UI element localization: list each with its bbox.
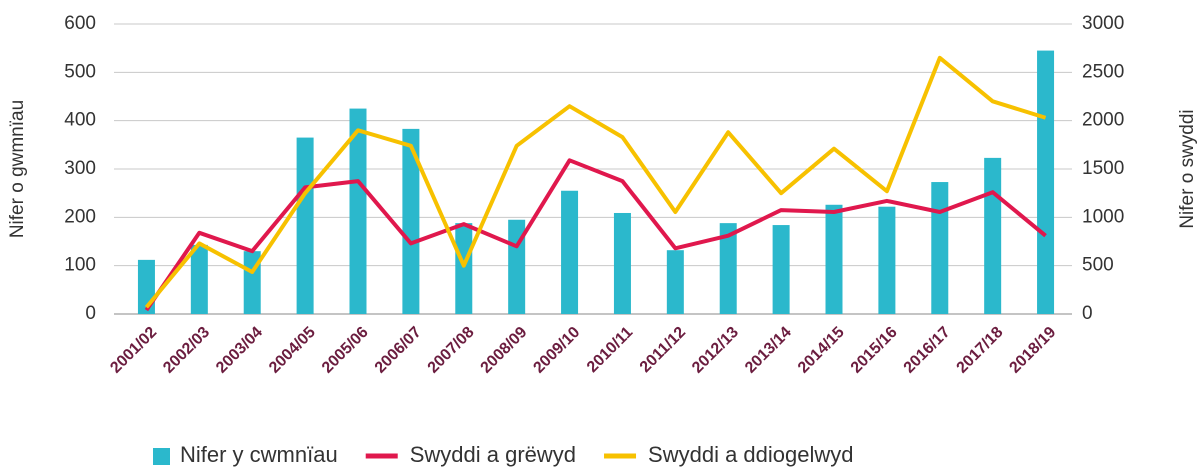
x-tick-label: 2010/11 xyxy=(584,324,636,376)
y-tick-label: 0 xyxy=(85,303,96,324)
y2-tick-label: 2500 xyxy=(1082,61,1124,82)
x-tick-label: 2007/08 xyxy=(425,324,478,377)
x-tick-label: 2006/07 xyxy=(372,324,425,377)
bar xyxy=(296,137,314,314)
legend-swatch xyxy=(153,448,170,465)
bar xyxy=(931,182,949,314)
y2-tick-label: 2000 xyxy=(1082,110,1124,131)
y-tick-label: 100 xyxy=(64,255,96,276)
y2-tick-label: 500 xyxy=(1082,255,1114,276)
x-tick-label: 2003/04 xyxy=(213,324,266,377)
y2-tick-label: 3000 xyxy=(1082,13,1124,34)
bar xyxy=(772,225,790,314)
legend-label: Swyddi a grëwyd xyxy=(410,442,576,467)
x-tick-label: 2013/14 xyxy=(742,324,795,377)
bar xyxy=(190,244,208,314)
bar xyxy=(349,108,367,314)
bar xyxy=(402,128,420,314)
bar xyxy=(719,223,737,314)
y-axis-title: Nifer o gwmnïau xyxy=(7,100,28,238)
x-tick-label: 2001/02 xyxy=(107,324,160,377)
bar xyxy=(984,157,1002,314)
x-tick-label: 2012/13 xyxy=(689,324,742,377)
y-tick-label: 500 xyxy=(64,61,96,82)
bar xyxy=(666,250,684,314)
y2-axis-title: Nifer o swyddi xyxy=(1177,109,1198,228)
y-tick-label: 600 xyxy=(64,13,96,34)
bar xyxy=(825,204,843,314)
legend-label: Nifer y cwmnïau xyxy=(180,442,338,467)
x-tick-label: 2002/03 xyxy=(160,324,213,377)
x-tick-label: 2014/15 xyxy=(795,324,848,377)
line xyxy=(144,158,1047,312)
x-tick-label: 2017/18 xyxy=(954,324,1007,377)
y-tick-label: 400 xyxy=(64,110,96,131)
x-tick-label: 2004/05 xyxy=(266,324,319,377)
y-tick-label: 200 xyxy=(64,206,96,227)
line xyxy=(144,55,1047,309)
x-tick-label: 2015/16 xyxy=(848,324,901,377)
x-tick-label: 2005/06 xyxy=(319,324,372,377)
y2-tick-label: 1500 xyxy=(1082,158,1124,179)
x-tick-label: 2008/09 xyxy=(478,324,531,377)
x-tick-label: 2009/10 xyxy=(530,324,583,377)
bar xyxy=(561,190,579,314)
x-tick-label: 2016/17 xyxy=(901,324,954,377)
bar xyxy=(878,206,896,314)
y2-tick-label: 0 xyxy=(1082,303,1093,324)
x-tick-label: 2011/12 xyxy=(637,324,689,376)
bar xyxy=(613,212,631,314)
bar xyxy=(455,223,473,314)
bar xyxy=(1037,50,1055,314)
x-tick-label: 2018/19 xyxy=(1006,324,1059,377)
legend-label: Swyddi a ddiogelwyd xyxy=(648,442,853,467)
y-tick-label: 300 xyxy=(64,158,96,179)
y2-tick-label: 1000 xyxy=(1082,206,1124,227)
